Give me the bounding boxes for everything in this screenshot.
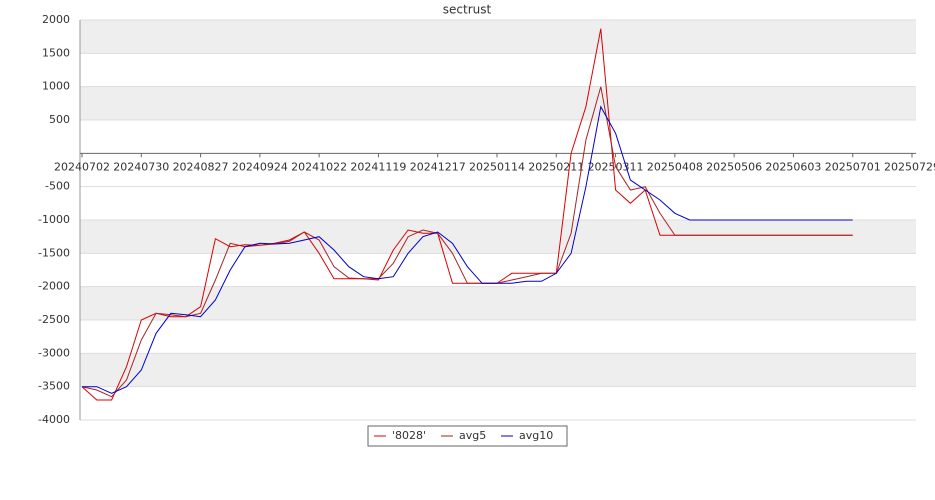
x-tick-label: 20250701 xyxy=(825,160,881,173)
legend-label: '8028' xyxy=(392,429,426,442)
x-tick-label: 20240827 xyxy=(173,160,229,173)
x-tick-label: 20250603 xyxy=(765,160,821,173)
y-tick-label: -500 xyxy=(45,180,70,193)
x-tick-label: 20250506 xyxy=(706,160,762,173)
x-tick-label: 20240924 xyxy=(232,160,288,173)
x-tick-label: 20250211 xyxy=(528,160,584,173)
y-tick-label: -2000 xyxy=(38,280,70,293)
y-tick-label: -3000 xyxy=(38,346,70,359)
y-tick-label: -3500 xyxy=(38,380,70,393)
y-tick-label: -1000 xyxy=(38,213,70,226)
y-tick-label: 1000 xyxy=(42,80,70,93)
legend-label: avg5 xyxy=(459,429,486,442)
y-tick-label: 1500 xyxy=(42,46,70,59)
chart-title: sectrust xyxy=(443,3,492,17)
legend: '8028' avg5 avg10 xyxy=(367,425,568,447)
grid-band xyxy=(80,20,916,54)
x-tick-label: 20241217 xyxy=(410,160,466,173)
legend-box xyxy=(367,425,568,447)
grid-band xyxy=(80,353,916,387)
grid-band xyxy=(80,86,916,120)
x-tick-label: 20241022 xyxy=(291,160,347,173)
x-tick-label: 20240702 xyxy=(54,160,110,173)
series-line xyxy=(82,105,853,394)
x-tick-label: 20250114 xyxy=(469,160,525,173)
y-tick-label: 500 xyxy=(49,113,70,126)
legend-label: avg10 xyxy=(519,429,553,442)
grid-band xyxy=(80,220,916,254)
x-tick-label: 20250729 xyxy=(884,160,935,173)
x-tick-label: 20250408 xyxy=(647,160,703,173)
y-tick-label: -2500 xyxy=(38,313,70,326)
series-line xyxy=(81,86,853,398)
y-tick-label: -4000 xyxy=(38,413,70,426)
series-line xyxy=(81,28,853,401)
x-tick-label: 20241119 xyxy=(350,160,406,173)
x-tick-label: 20240730 xyxy=(113,160,169,173)
y-tick-label: -1500 xyxy=(38,246,70,259)
y-tick-label: 2000 xyxy=(42,13,70,26)
